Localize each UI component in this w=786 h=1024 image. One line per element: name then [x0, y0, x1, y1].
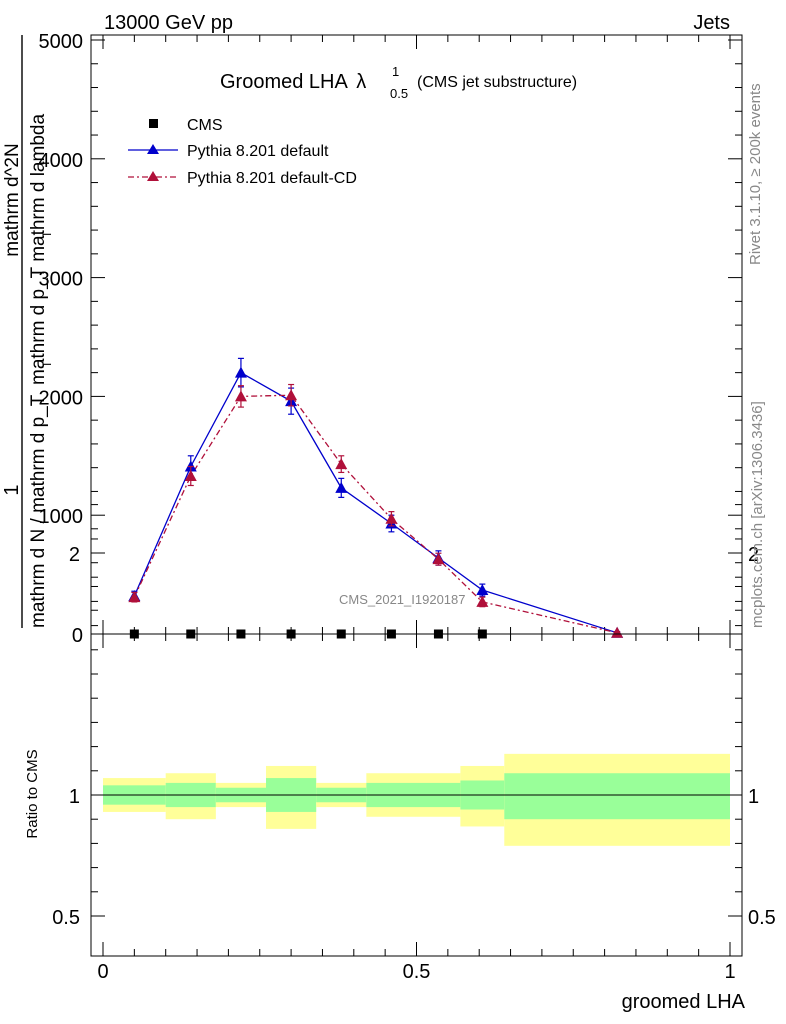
rivet-version-label: Rivet 3.1.10, ≥ 200k events	[747, 83, 764, 265]
ratio-y-tick-label: 1	[69, 786, 80, 808]
legend-label-cd: Pythia 8.201 default-CD	[187, 170, 357, 187]
legend-marker-default	[147, 144, 159, 154]
main-plot: 0 1000 2000 3000 4000 5000 Groomed LHA λ 1 0.…	[39, 31, 743, 647]
header-right: Jets	[693, 12, 730, 34]
y-tick-label: 1000	[39, 506, 84, 528]
y-label2-denominator-sub: T	[40, 230, 54, 238]
ratio-plot: 0.5 0.5 1 1 2 2 0 0.5 1 Ratio to CMS groomed LHA	[24, 504, 776, 1013]
ratio-y-tick-label-right: 0.5	[748, 907, 776, 929]
data-point-default-cd	[476, 595, 489, 607]
plot-title-main: Groomed LHA	[220, 71, 348, 93]
ratio-y-tick-label-right: 2	[748, 544, 759, 566]
y-label2-numerator: mathrm d^2N	[2, 143, 23, 256]
data-point-default-cd	[385, 512, 398, 524]
y-tick-label: 2000	[39, 387, 84, 409]
x-tick-label: 0	[97, 961, 108, 983]
y-tick-label: 5000	[39, 31, 84, 53]
legend: CMS Pythia 8.201 default Pythia 8.201 de…	[128, 117, 357, 187]
y-tick-label: 0	[72, 625, 83, 647]
x-axis-label: groomed LHA	[622, 991, 746, 1013]
y-tick-label: 3000	[39, 269, 84, 291]
legend-marker-cd	[147, 171, 159, 181]
plot-title: Groomed LHA λ	[220, 71, 366, 93]
ratio-y-tick-label: 0.5	[52, 907, 80, 929]
data-point-default-cd	[184, 469, 197, 481]
main-y-axis-label: 1 mathrm d N / mathrm d p_T T mathrm d^2…	[1, 35, 54, 628]
ratio-y-tick-label: 2	[69, 544, 80, 566]
plot-title-note: (CMS jet substructure)	[417, 74, 577, 91]
legend-label-cms: CMS	[187, 117, 223, 134]
legend-marker-cms	[149, 119, 158, 128]
y-label2-denominator: mathrm d p_T mathrm d lambda	[28, 114, 49, 385]
data-point-default-cd	[128, 591, 141, 603]
legend-label-default: Pythia 8.201 default	[187, 143, 329, 160]
x-tick-label: 0.5	[403, 961, 431, 983]
plot-title-sup: 1	[392, 64, 399, 79]
data-point-default	[335, 481, 348, 493]
data-point-default-cd	[285, 389, 298, 401]
plot-title-sub: 0.5	[390, 86, 408, 101]
ratio-y-tick-label-right: 1	[748, 786, 759, 808]
data-point-default-cd	[432, 553, 445, 565]
data-point-default-cd	[335, 458, 348, 470]
main-plot-ticks: 0 1000 2000 3000 4000 5000	[39, 31, 742, 647]
ratio-bands	[103, 753, 730, 846]
ratio-band-inner	[504, 773, 730, 820]
y-label-denominator-sub: T	[40, 360, 54, 368]
y-label-numerator: 1	[1, 484, 23, 495]
header-left: 13000 GeV pp	[104, 12, 233, 34]
x-tick-label: 1	[724, 961, 735, 983]
ratio-plot-ticks: 0.5 0.5 1 1 2 2 0 0.5 1	[52, 504, 776, 983]
y-tick-label: 4000	[39, 150, 84, 172]
data-point-default	[476, 584, 489, 596]
data-point-default-cd	[611, 626, 624, 638]
data-point-default	[234, 366, 247, 378]
data-point-default-cd	[234, 390, 247, 402]
y-label-denominator: mathrm d N / mathrm d p_T	[28, 394, 49, 628]
analysis-watermark: CMS_2021_I1920187	[339, 592, 466, 607]
plot-title-lambda: λ	[356, 71, 366, 93]
ratio-y-label: Ratio to CMS	[24, 749, 41, 838]
mcplots-label: mcplots.cern.ch [arXiv:1306.3436]	[749, 401, 766, 628]
